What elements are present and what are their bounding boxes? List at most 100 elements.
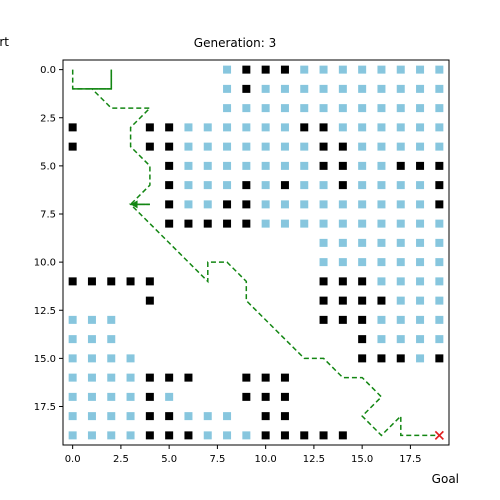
obstacle-cell [68, 142, 77, 151]
visited-cell [261, 104, 270, 113]
visited-cell [107, 354, 116, 363]
visited-cell [435, 277, 444, 286]
visited-cell [416, 84, 425, 93]
visited-cell [184, 123, 193, 132]
obstacle-cell [145, 412, 154, 421]
obstacle-cell [107, 277, 116, 286]
visited-cell [435, 219, 444, 228]
visited-cell [107, 431, 116, 440]
visited-cell [300, 181, 309, 190]
obstacle-cell [377, 354, 386, 363]
visited-cell [68, 392, 77, 401]
visited-cell [396, 104, 405, 113]
visited-cell [107, 392, 116, 401]
obstacle-cell [242, 392, 251, 401]
obstacle-cell [358, 354, 367, 363]
obstacle-cell [319, 315, 328, 324]
obstacle-cell [242, 181, 251, 190]
visited-cell [416, 123, 425, 132]
obstacle-cell [165, 200, 174, 209]
visited-cell [280, 219, 289, 228]
visited-cell [165, 392, 174, 401]
obstacle-cell [165, 431, 174, 440]
y-tick-label: 15.0 [34, 354, 56, 365]
obstacle-cell [319, 123, 328, 132]
visited-cell [358, 65, 367, 74]
visited-cell [319, 104, 328, 113]
visited-cell [435, 142, 444, 151]
visited-cell [319, 181, 328, 190]
visited-cell [223, 65, 232, 74]
visited-cell [223, 161, 232, 170]
visited-cell [435, 258, 444, 267]
visited-cell [68, 412, 77, 421]
obstacle-cell [261, 431, 270, 440]
obstacle-cell [358, 335, 367, 344]
visited-cell [203, 142, 212, 151]
visited-cell [107, 373, 116, 382]
obstacle-cell [338, 296, 347, 305]
obstacle-cell [145, 277, 154, 286]
visited-cell [319, 258, 328, 267]
obstacle-cell [223, 200, 232, 209]
visited-cell [435, 315, 444, 324]
visited-cell [435, 65, 444, 74]
visited-cell [377, 181, 386, 190]
obstacle-cell [280, 392, 289, 401]
visited-cell [396, 123, 405, 132]
visited-cell [319, 200, 328, 209]
obstacle-cell [338, 315, 347, 324]
obstacle-cell [68, 277, 77, 286]
obstacle-cell [145, 142, 154, 151]
visited-cell [280, 161, 289, 170]
visited-cell [261, 219, 270, 228]
obstacle-cell [338, 161, 347, 170]
obstacle-cell [242, 65, 251, 74]
visited-cell [338, 238, 347, 247]
obstacle-cell [319, 161, 328, 170]
visited-cell [280, 84, 289, 93]
visited-cell [242, 161, 251, 170]
obstacle-cell [184, 431, 193, 440]
obstacle-cell [261, 392, 270, 401]
x-tick-label: 17.5 [399, 454, 421, 465]
visited-cell [184, 161, 193, 170]
obstacle-cell [435, 354, 444, 363]
visited-cell [396, 277, 405, 286]
obstacle-cell [338, 181, 347, 190]
visited-cell [87, 354, 96, 363]
visited-cell [319, 84, 328, 93]
visited-cell [319, 65, 328, 74]
visited-cell [435, 296, 444, 305]
y-tick-label: 2.5 [40, 113, 56, 124]
visited-cell [377, 123, 386, 132]
visited-cell [358, 84, 367, 93]
visited-cell [68, 315, 77, 324]
visited-cell [242, 104, 251, 113]
obstacle-cell [126, 277, 135, 286]
visited-cell [377, 335, 386, 344]
x-tick-label: 15.0 [351, 454, 373, 465]
visited-cell [126, 354, 135, 363]
visited-cell [416, 181, 425, 190]
visited-cell [358, 123, 367, 132]
visited-cell [126, 431, 135, 440]
visited-cell [396, 296, 405, 305]
visited-cell [280, 123, 289, 132]
obstacle-cell [358, 315, 367, 324]
obstacle-cell [261, 373, 270, 382]
visited-cell [377, 161, 386, 170]
visited-cell [358, 181, 367, 190]
visited-cell [223, 123, 232, 132]
obstacle-cell [416, 161, 425, 170]
obstacle-cell [145, 296, 154, 305]
x-tick-label: 0.0 [65, 454, 81, 465]
start-label: Start [0, 35, 9, 49]
visited-cell [396, 181, 405, 190]
visited-cell [416, 315, 425, 324]
obstacle-cell [338, 277, 347, 286]
visited-cell [416, 258, 425, 267]
obstacle-cell [145, 392, 154, 401]
visited-cell [377, 104, 386, 113]
